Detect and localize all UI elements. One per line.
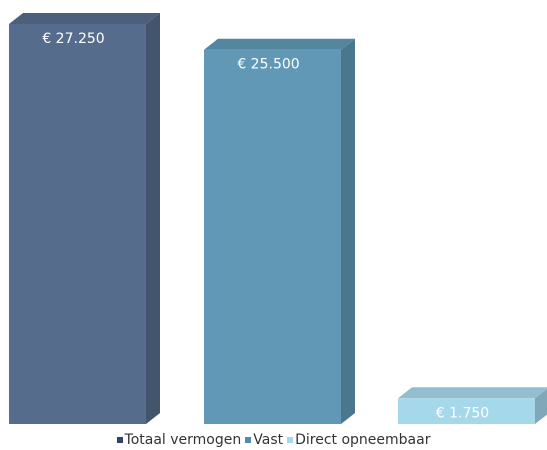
- legend-label-vast: Vast: [253, 432, 284, 448]
- data-label-direct-opneembaar: € 1.750: [436, 405, 489, 421]
- bar-top-direct-opneembaar: [398, 387, 547, 399]
- legend-item-direct-opneembaar[interactable]: Direct opneembaar: [287, 432, 430, 448]
- bar-top-vast: [204, 38, 355, 50]
- bar-vast[interactable]: € 25.500: [204, 38, 355, 424]
- bar-top-totaal-vermogen: [9, 13, 160, 24]
- bar-front-vast: [204, 49, 341, 424]
- bar-totaal-vermogen[interactable]: € 27.250: [9, 13, 160, 424]
- legend-swatch-direct-opneembaar: [287, 437, 294, 443]
- chart-legend: Totaal vermogen Vast Direct opneembaar: [0, 431, 547, 449]
- legend-item-totaal-vermogen[interactable]: Totaal vermogen: [116, 432, 242, 448]
- bar-front-totaal-vermogen: [9, 24, 146, 424]
- data-label-totaal-vermogen: € 27.250: [42, 31, 104, 47]
- legend-swatch-totaal-vermogen: [116, 437, 123, 443]
- bar-direct-opneembaar[interactable]: € 1.750: [398, 387, 547, 424]
- bar-side-vast: [341, 38, 355, 424]
- bar-side-direct-opneembaar: [535, 388, 547, 424]
- legend-label-totaal-vermogen: Totaal vermogen: [124, 432, 242, 448]
- bar-front-direct-opneembaar: [398, 398, 535, 424]
- bar-side-totaal-vermogen: [146, 13, 160, 424]
- data-label-vast: € 25.500: [237, 57, 299, 73]
- legend-item-vast[interactable]: Vast: [245, 432, 283, 448]
- legend-label-direct-opneembaar: Direct opneembaar: [295, 432, 431, 448]
- legend-swatch-vast: [245, 437, 252, 443]
